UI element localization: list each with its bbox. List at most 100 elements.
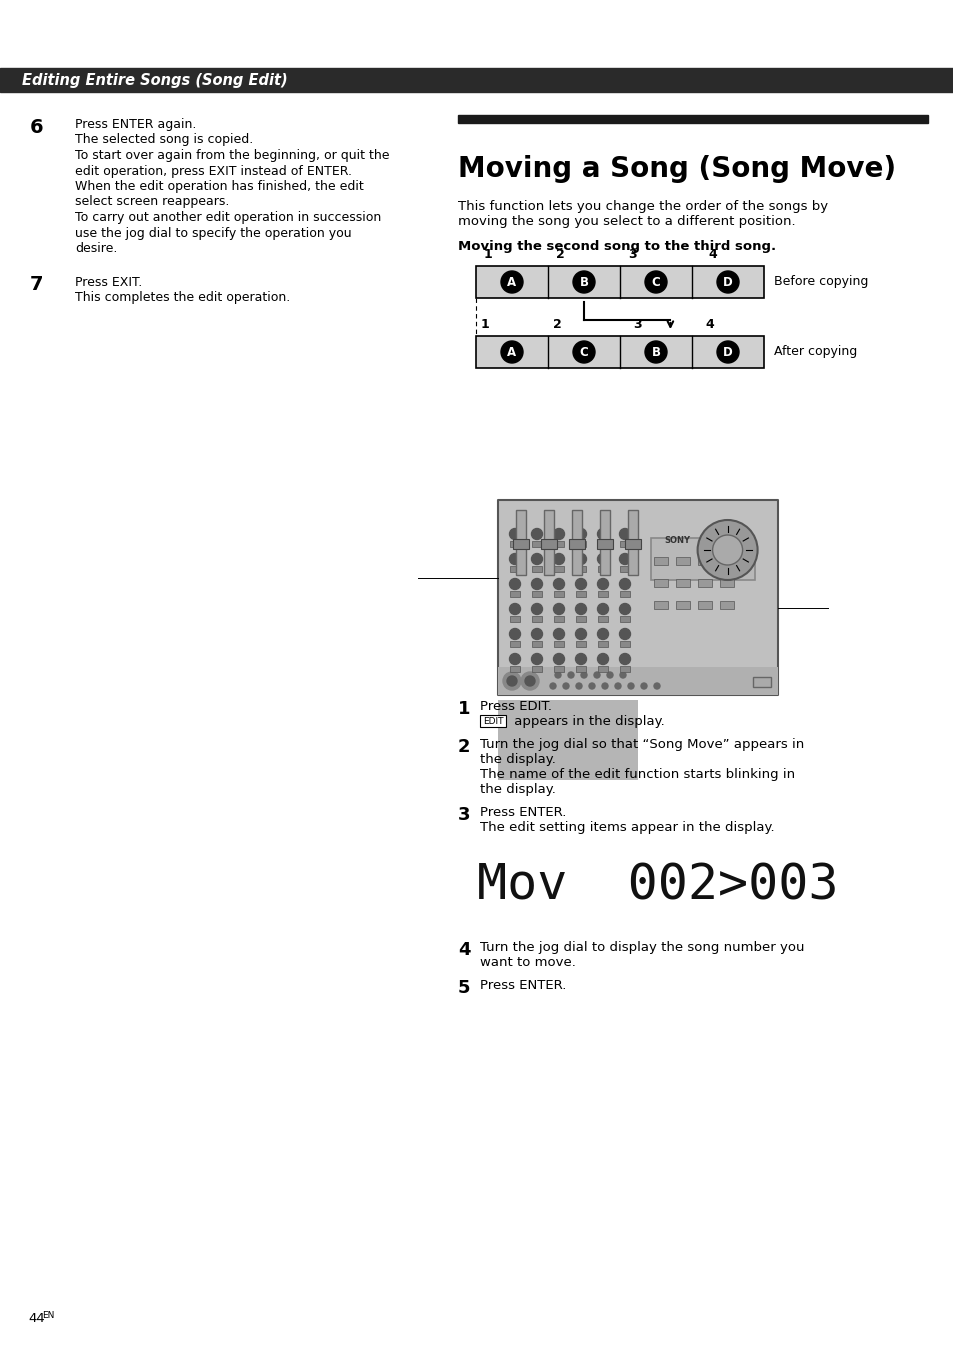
- Circle shape: [555, 671, 560, 678]
- Text: A: A: [507, 276, 516, 289]
- Bar: [619, 640, 629, 647]
- Bar: [497, 700, 638, 780]
- Bar: [676, 601, 690, 609]
- Bar: [532, 640, 541, 647]
- Text: 3: 3: [627, 249, 636, 261]
- Bar: [599, 509, 609, 576]
- Bar: [554, 566, 563, 571]
- Text: This completes the edit operation.: This completes the edit operation.: [75, 290, 290, 304]
- Bar: [510, 590, 519, 597]
- Circle shape: [575, 654, 586, 665]
- Text: The name of the edit function starts blinking in: The name of the edit function starts bli…: [479, 767, 794, 781]
- Bar: [676, 557, 690, 565]
- Bar: [554, 666, 563, 671]
- Text: Before copying: Before copying: [773, 276, 867, 289]
- Circle shape: [594, 671, 599, 678]
- Circle shape: [520, 671, 538, 690]
- Text: use the jog dial to specify the operation you: use the jog dial to specify the operatio…: [75, 227, 352, 239]
- Bar: [510, 640, 519, 647]
- Text: want to move.: want to move.: [479, 957, 576, 969]
- Circle shape: [618, 604, 630, 615]
- Bar: [476, 336, 763, 367]
- Bar: [510, 540, 519, 547]
- Circle shape: [509, 554, 520, 565]
- Text: To start over again from the beginning, or quit the: To start over again from the beginning, …: [75, 149, 389, 162]
- Bar: [497, 667, 778, 694]
- Bar: [576, 640, 585, 647]
- Circle shape: [654, 684, 659, 689]
- Circle shape: [509, 628, 520, 639]
- Circle shape: [500, 272, 522, 293]
- Text: 6: 6: [30, 118, 44, 136]
- Circle shape: [618, 628, 630, 639]
- Circle shape: [597, 628, 608, 639]
- Circle shape: [575, 554, 586, 565]
- Circle shape: [553, 554, 564, 565]
- Bar: [576, 566, 585, 571]
- Bar: [651, 538, 754, 580]
- Circle shape: [567, 671, 574, 678]
- Circle shape: [640, 684, 646, 689]
- Text: 1: 1: [480, 317, 489, 331]
- Circle shape: [573, 340, 595, 363]
- Text: 1: 1: [457, 700, 470, 717]
- Bar: [554, 590, 563, 597]
- Bar: [532, 616, 541, 621]
- Bar: [516, 509, 525, 576]
- Bar: [576, 590, 585, 597]
- Bar: [654, 557, 668, 565]
- Text: Mov  002>003: Mov 002>003: [476, 862, 838, 911]
- Circle shape: [717, 272, 739, 293]
- Bar: [627, 509, 638, 576]
- Circle shape: [502, 671, 520, 690]
- Text: 2: 2: [457, 738, 470, 757]
- Bar: [619, 616, 629, 621]
- Circle shape: [597, 528, 608, 539]
- Text: 44: 44: [28, 1312, 45, 1325]
- Circle shape: [573, 272, 595, 293]
- Circle shape: [553, 604, 564, 615]
- Bar: [510, 616, 519, 621]
- Text: the display.: the display.: [479, 784, 556, 796]
- Circle shape: [531, 528, 542, 539]
- Circle shape: [553, 654, 564, 665]
- Bar: [497, 500, 778, 694]
- Circle shape: [531, 654, 542, 665]
- Text: C: C: [579, 346, 588, 358]
- Text: Moving a Song (Song Move): Moving a Song (Song Move): [457, 155, 895, 182]
- Bar: [572, 509, 581, 576]
- Bar: [597, 539, 613, 549]
- Text: SONY: SONY: [663, 536, 690, 544]
- Text: Press ENTER.: Press ENTER.: [479, 979, 566, 992]
- Bar: [532, 540, 541, 547]
- Circle shape: [562, 684, 568, 689]
- Bar: [457, 115, 927, 123]
- Text: 3: 3: [457, 807, 470, 824]
- Bar: [720, 580, 734, 586]
- Circle shape: [575, 604, 586, 615]
- Text: C: C: [651, 276, 659, 289]
- Circle shape: [575, 528, 586, 539]
- Bar: [619, 566, 629, 571]
- Circle shape: [601, 684, 607, 689]
- Bar: [619, 666, 629, 671]
- Text: Press ENTER.: Press ENTER.: [479, 807, 566, 819]
- Bar: [576, 616, 585, 621]
- Circle shape: [697, 520, 757, 580]
- Circle shape: [575, 628, 586, 639]
- Bar: [543, 509, 554, 576]
- Bar: [540, 539, 557, 549]
- Circle shape: [712, 535, 741, 565]
- Bar: [598, 590, 607, 597]
- Text: Turn the jog dial to display the song number you: Turn the jog dial to display the song nu…: [479, 942, 803, 954]
- Bar: [720, 601, 734, 609]
- Circle shape: [618, 528, 630, 539]
- Text: Press EDIT.: Press EDIT.: [479, 700, 552, 713]
- Circle shape: [619, 671, 625, 678]
- Text: D: D: [722, 276, 732, 289]
- Bar: [654, 580, 668, 586]
- Circle shape: [606, 671, 613, 678]
- Text: Press EXIT.: Press EXIT.: [75, 276, 142, 289]
- Text: A: A: [507, 346, 516, 358]
- Text: 5: 5: [457, 979, 470, 997]
